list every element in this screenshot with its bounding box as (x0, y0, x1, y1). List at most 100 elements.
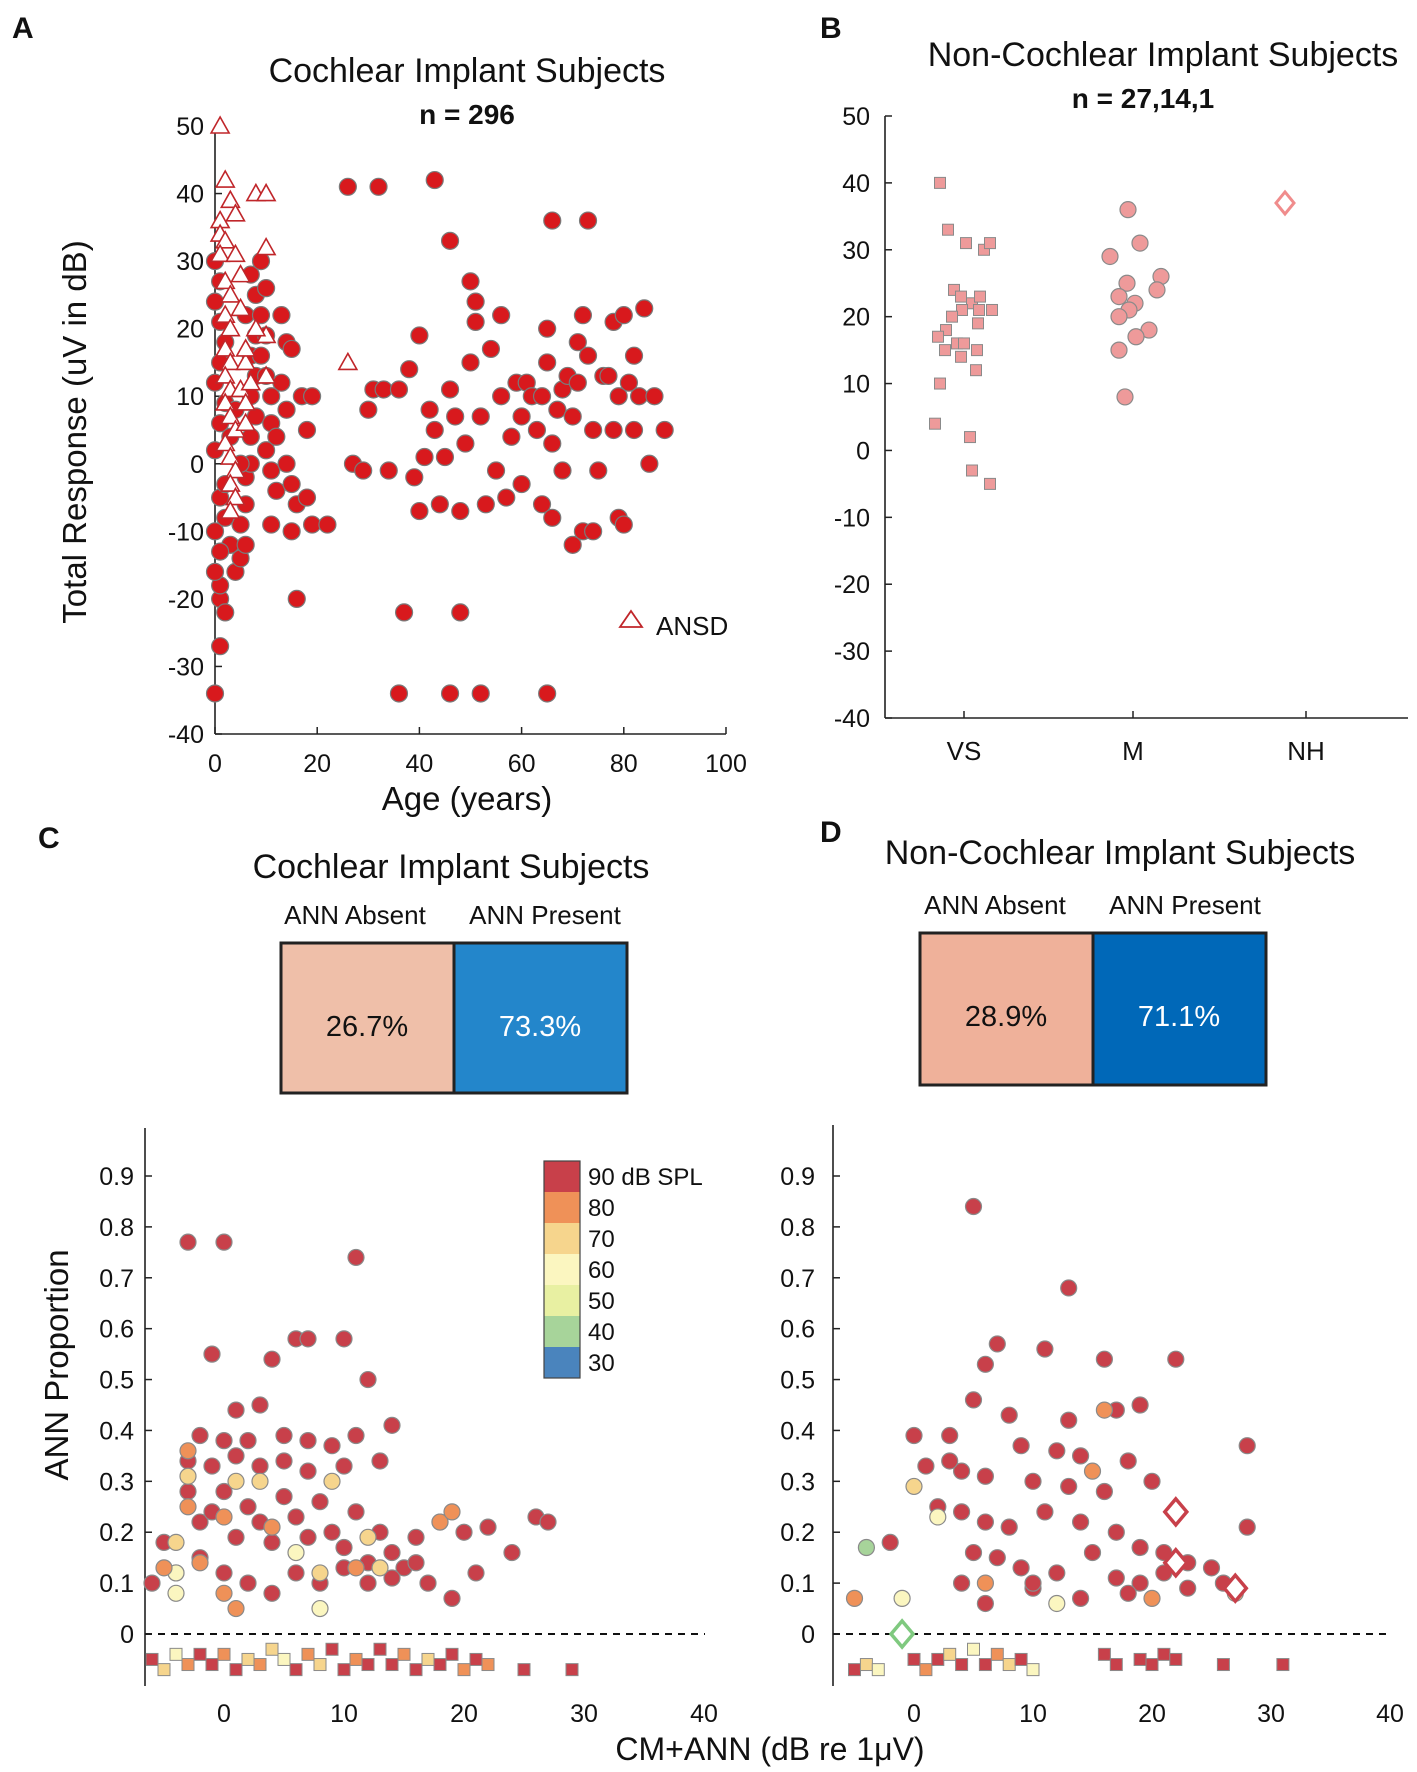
ann-point (1036, 1340, 1054, 1358)
panel-letter-c: C (38, 822, 60, 855)
ansd-point (219, 284, 241, 303)
panel-d-header: Non-Cochlear Implant Subjects ANN Absent… (885, 834, 1355, 1087)
ci-point (599, 366, 618, 386)
ci-point (614, 306, 633, 325)
vs-point (970, 364, 982, 377)
ci-point (410, 501, 429, 521)
ansd-point (219, 473, 241, 492)
y-tick-label: -30 (168, 653, 204, 681)
ann-point (263, 1350, 281, 1368)
y-tick-label: 10 (842, 371, 870, 399)
ansd-point (255, 365, 277, 384)
ann-point (311, 1564, 329, 1582)
nh-point (1162, 1547, 1190, 1579)
ann-point (1107, 1569, 1125, 1587)
ann-point (1238, 1518, 1256, 1536)
panel-d-present-box (1091, 931, 1268, 1087)
ansd-point (225, 243, 246, 263)
shared-x-label: CM+ANN (dB re 1μV) (615, 1731, 924, 1767)
ci-point (400, 360, 419, 379)
ci-point (389, 684, 409, 703)
y-tick-label: 0.1 (99, 1570, 134, 1598)
ann-point (299, 1462, 317, 1480)
absent-point (1216, 1658, 1230, 1672)
ann-point (1000, 1518, 1018, 1536)
ann-point (1060, 1477, 1078, 1496)
ci-point (614, 515, 633, 534)
m-point (1116, 388, 1134, 406)
ansd-point (214, 338, 236, 357)
absent-point (325, 1642, 339, 1656)
absent-point (955, 1658, 969, 1672)
ci-point (272, 306, 291, 325)
vs-point (934, 176, 946, 189)
legend-label: 40 (588, 1319, 615, 1346)
ann-point (167, 1584, 185, 1602)
x-tick-label: 30 (570, 1700, 598, 1728)
absent-point (229, 1663, 243, 1677)
absent-point (421, 1652, 435, 1666)
absent-point (1157, 1647, 1171, 1661)
ann-point (988, 1549, 1006, 1567)
ansd-point (214, 392, 236, 411)
y-tick-label: 30 (842, 237, 870, 265)
y-tick-label: 0.9 (99, 1163, 134, 1191)
ci-point (420, 400, 439, 419)
ansd-point (214, 169, 236, 188)
absent-point (373, 1642, 387, 1656)
panel-d-plot: 0 0.1 0.2 0.3 0.4 0.5 0.6 0.7 0.8 0.9 0 10 20 30 40 (780, 1125, 1404, 1728)
x-tick-label: 10 (330, 1700, 358, 1728)
ci-point (532, 387, 552, 406)
ansd-point (219, 318, 241, 337)
vs-point (942, 223, 954, 236)
y-tick-label: 0.5 (99, 1367, 134, 1395)
legend-label: 70 (588, 1226, 615, 1253)
y-tick-label: 0.6 (99, 1316, 134, 1344)
panel-letter-a: A (12, 12, 34, 45)
absent-point (481, 1658, 495, 1672)
y-tick-label: 0.7 (99, 1265, 134, 1293)
ann-point (239, 1574, 257, 1592)
absent-point (1109, 1658, 1123, 1672)
ci-point (461, 353, 480, 372)
y-tick-label: -10 (168, 518, 204, 546)
legend-swatch (544, 1254, 580, 1285)
ann-point (503, 1543, 521, 1562)
y-tick-label: 0 (856, 437, 870, 465)
absent-point (919, 1663, 933, 1677)
ann-point (251, 1396, 269, 1414)
y-tick-label: 40 (842, 170, 870, 198)
ansd-point (209, 115, 231, 134)
panel-d-present-label: ANN Present (1109, 890, 1261, 920)
ann-point (323, 1437, 341, 1455)
ci-point (471, 407, 490, 426)
ci-point (267, 427, 286, 446)
ci-point (435, 447, 455, 467)
panel-c-absent-box (279, 941, 456, 1095)
vs-point (934, 377, 946, 390)
y-tick-label: 0.2 (99, 1519, 134, 1547)
ci-point (430, 495, 449, 514)
ann-point (239, 1432, 257, 1450)
ci-point (257, 441, 276, 460)
ci-point (655, 420, 674, 440)
vs-point (971, 344, 983, 357)
absent-point (931, 1652, 945, 1666)
ansd-point (209, 243, 231, 263)
ci-point (553, 461, 572, 480)
ann-point (347, 1426, 365, 1445)
ci-point (624, 420, 644, 440)
ansd-point (214, 365, 236, 384)
m-point (1110, 341, 1128, 359)
ann-point (215, 1432, 233, 1450)
m-point (1110, 308, 1128, 326)
ann-point (952, 1503, 971, 1521)
ann-point (359, 1574, 377, 1592)
ann-point (167, 1533, 185, 1552)
x-tick-label: 60 (508, 750, 536, 778)
ci-point (410, 326, 429, 345)
legend-label: 60 (588, 1257, 615, 1284)
ann-point (976, 1467, 995, 1485)
ann-point (941, 1452, 959, 1470)
panel-c-plot: 0 0.1 0.2 0.3 0.4 0.5 0.6 0.7 0.8 0.9 0 10 20 30 40 AN… (38, 1128, 718, 1728)
